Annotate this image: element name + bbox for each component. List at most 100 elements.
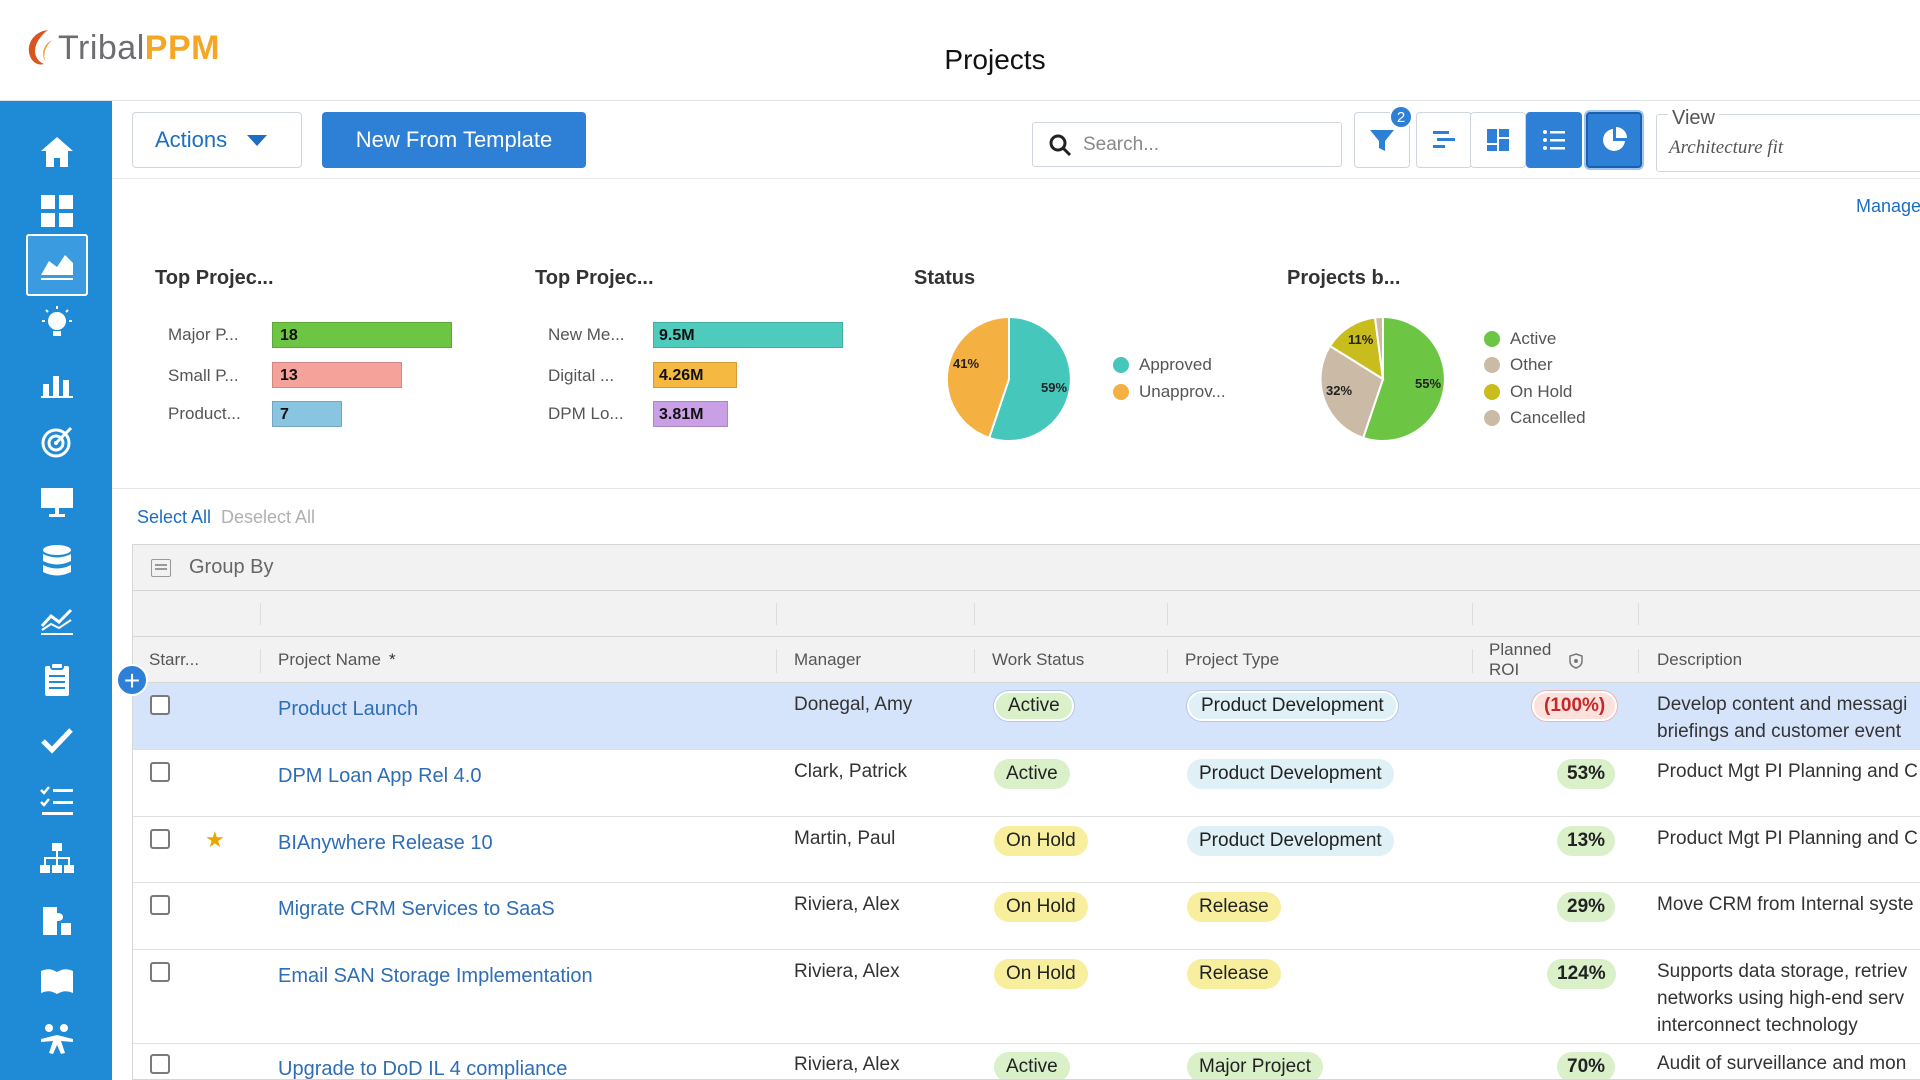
checkmark-icon [41,728,73,754]
column-header-planned-roi-line2: ROI [1489,660,1520,679]
deselect-all-link[interactable]: Deselect All [221,507,316,527]
pie-slice-on-hold[interactable] [1328,316,1385,381]
legend-item-other[interactable]: Other [1484,355,1553,375]
sidebar-item-tasks[interactable] [26,649,88,711]
work-status-badge: On Hold [994,826,1088,856]
sidebar-item-trends[interactable] [26,589,88,651]
legend-item-on-hold[interactable]: On Hold [1484,382,1572,402]
legend-swatch [1484,410,1500,426]
column-separator [1472,649,1473,673]
sidebar-item-library[interactable] [26,950,88,1012]
column-header-work-status[interactable]: Work Status [992,650,1085,669]
table-row[interactable]: Product Launch Donegal, Amy Active Produ… [133,683,1920,750]
sidebar [0,101,112,1080]
column-header-project-name[interactable]: Project Name * [278,637,396,683]
row-checkbox[interactable] [150,895,170,915]
table-row[interactable]: Upgrade to DoD IL 4 compliance Riviera, … [133,1044,1920,1080]
sidebar-item-ideas[interactable] [26,292,88,354]
sidebar-item-dashboard[interactable] [26,180,88,242]
target-icon [41,426,73,458]
chart-2-bar[interactable] [653,362,737,388]
star-icon[interactable]: ★ [205,827,225,852]
column-separator [260,603,261,625]
project-name-link[interactable]: BIAnywhere Release 10 [278,832,493,854]
column-header-planned-roi[interactable]: Planned ROI [1489,637,1551,683]
actions-label: Actions [155,127,228,152]
column-header-project-type[interactable]: Project Type [1185,650,1280,669]
sidebar-item-checklists[interactable] [26,769,88,831]
view-select[interactable] [1656,114,1920,172]
gantt-icon [1433,131,1455,148]
select-all-link[interactable]: Select All [137,507,212,527]
project-name-link[interactable]: Email SAN Storage Implementation [278,965,593,987]
project-name-link[interactable]: DPM Loan App Rel 4.0 [278,765,482,787]
tribal-ppm-logo[interactable]: TribalPPM [22,26,220,70]
pie-slice-other[interactable] [1319,344,1385,440]
chart-2-bar[interactable] [653,401,728,427]
legend-item-cancelled[interactable]: Cancelled [1484,408,1586,428]
filter-button[interactable]: 2 [1354,105,1413,168]
projects-by-pie-chart[interactable]: 55% 32% 11% [1318,314,1448,444]
pie-slice-cancelled[interactable] [1373,315,1384,380]
project-name-link[interactable]: Product Launch [278,698,419,720]
app-header: TribalPPM Projects [0,0,1920,101]
sidebar-item-reports[interactable] [26,351,88,413]
project-name-link[interactable]: Migrate CRM Services to SaaS [278,898,555,920]
project-type-badge: Product Development [1187,691,1398,721]
manager-cell: Riviera, Alex [794,894,900,915]
row-checkbox[interactable] [150,829,170,849]
new-from-template-button[interactable]: New From Template [322,112,586,168]
chart-3-title: Status [914,267,976,289]
legend-item-approved[interactable]: Approved [1113,355,1212,375]
chart-1-bar[interactable] [272,362,402,388]
column-separator [1167,649,1168,673]
table-row[interactable]: Email SAN Storage Implementation Riviera… [133,950,1920,1044]
row-checkbox[interactable] [150,762,170,782]
chart-1-bar[interactable] [272,401,342,427]
sidebar-item-goals[interactable] [26,411,88,473]
chart-2-bar[interactable] [653,322,843,348]
page-title: Projects [944,44,1046,75]
sidebar-item-home[interactable] [26,121,88,183]
sidebar-item-integrations[interactable] [26,890,88,952]
caret-down-icon [247,134,268,146]
legend-label: Active [1510,329,1557,348]
status-pie-chart[interactable]: 59% 41% [944,314,1074,444]
column-header-manager[interactable]: Manager [794,650,862,669]
table-row[interactable]: DPM Loan App Rel 4.0 Clark, Patrick Acti… [133,750,1920,817]
sidebar-item-data[interactable] [26,530,88,592]
actions-dropdown-button[interactable]: Actions [132,112,302,168]
legend-item-active[interactable]: Active [1484,329,1556,349]
gantt-view-button[interactable] [1416,112,1472,168]
manage-link[interactable]: Manage [1856,196,1920,216]
project-name-link[interactable]: Upgrade to DoD IL 4 compliance [278,1058,568,1080]
chart-4-title: Projects b... [1287,267,1401,289]
row-checkbox[interactable] [150,1054,170,1074]
row-checkbox[interactable] [150,962,170,982]
row-checkbox[interactable] [150,695,170,715]
board-view-button[interactable] [1470,112,1526,168]
manager-cell: Riviera, Alex [794,961,900,982]
search-input[interactable] [1083,133,1323,156]
legend-item-unapproved[interactable]: Unapprov... [1113,382,1226,402]
sidebar-item-people[interactable] [26,1008,88,1070]
add-row-button[interactable]: + [116,664,148,696]
group-by-bar[interactable]: Group By [133,545,1920,591]
column-header-starred[interactable]: Starr... [149,650,200,669]
sidebar-item-hierarchy[interactable] [26,829,88,891]
pie-slice-unapproved[interactable] [945,315,1010,440]
pie-chart-icon [1603,127,1627,151]
sidebar-item-analytics[interactable] [26,234,88,296]
chart-view-toggle-button[interactable] [1586,112,1642,168]
sidebar-item-presentations[interactable] [26,470,88,532]
column-filter-row[interactable] [133,591,1920,637]
table-row[interactable]: ★ BIAnywhere Release 10 Martin, Paul On … [133,817,1920,883]
list-view-button[interactable] [1526,112,1582,168]
logo-text-tribal: Tribal [58,28,145,67]
chart-1-bar[interactable] [272,322,452,348]
pie-label-active: 55% [1415,376,1441,391]
search-box[interactable] [1032,122,1342,167]
column-header-description[interactable]: Description [1657,650,1743,669]
table-row[interactable]: Migrate CRM Services to SaaS Riviera, Al… [133,883,1920,950]
sidebar-item-approvals[interactable] [26,709,88,771]
